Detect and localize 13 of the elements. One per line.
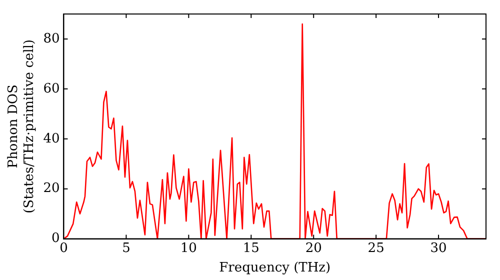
x-tick-label: 25 (368, 240, 384, 256)
y-tick-label: 0 (51, 231, 60, 246)
y-axis-title: Phonon DOS (States/THz·primitive cell) (6, 39, 37, 214)
x-tick-label: 30 (430, 240, 447, 256)
y-tick-label: 40 (43, 131, 60, 146)
y-tick-label: 60 (43, 81, 60, 96)
x-tick-label: 5 (122, 240, 130, 256)
x-tick-label: 10 (180, 240, 197, 256)
x-axis-title: Frequency (THz) (219, 260, 331, 276)
x-tick-label: 15 (242, 240, 260, 256)
y-tick-label: 20 (43, 181, 60, 196)
y-tick-label: 80 (43, 31, 60, 46)
x-tick-label: 20 (305, 240, 322, 256)
